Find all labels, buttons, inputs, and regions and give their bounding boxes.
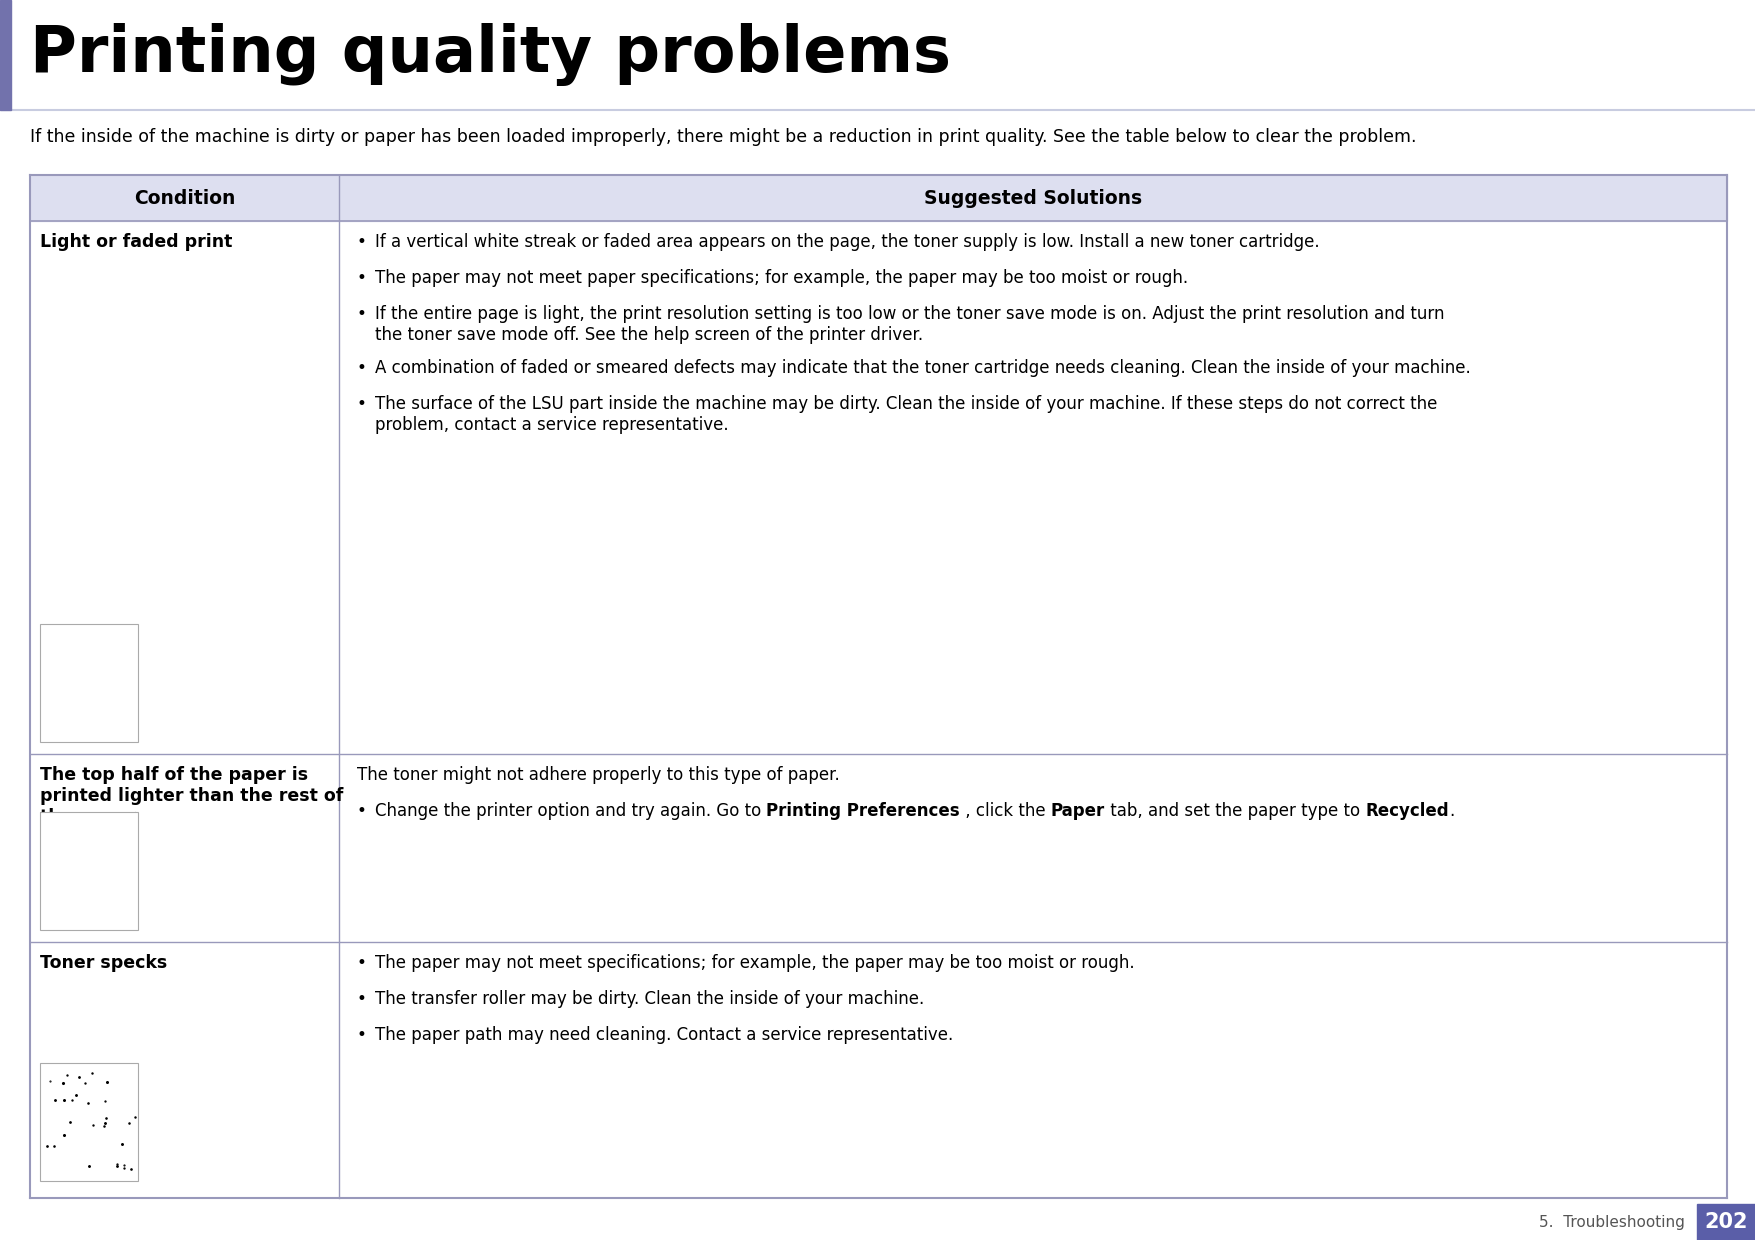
Text: Bb: Bb xyxy=(68,697,88,712)
Text: a: a xyxy=(54,1137,63,1149)
Text: A: A xyxy=(44,1073,54,1087)
Text: The paper may not meet specifications; for example, the paper may be too moist o: The paper may not meet specifications; f… xyxy=(376,954,1134,972)
Bar xyxy=(40,625,139,743)
Text: tab, and set the paper type to: tab, and set the paper type to xyxy=(1106,802,1365,821)
Text: B: B xyxy=(63,1136,79,1151)
Text: Cc: Cc xyxy=(91,676,111,691)
Text: •: • xyxy=(356,802,367,821)
Text: Suggested Solutions: Suggested Solutions xyxy=(923,188,1143,207)
Text: C: C xyxy=(84,1136,100,1151)
Text: B: B xyxy=(63,1115,79,1130)
Text: C: C xyxy=(84,1157,100,1172)
Text: •: • xyxy=(356,269,367,286)
Text: Cc: Cc xyxy=(91,718,111,733)
Text: Aa: Aa xyxy=(46,718,65,733)
Text: The paper path may need cleaning. Contact a service representative.: The paper path may need cleaning. Contac… xyxy=(376,1025,953,1044)
Text: a: a xyxy=(54,1073,63,1086)
Text: Aa: Aa xyxy=(46,634,65,649)
Text: C: C xyxy=(84,1094,100,1109)
Text: Change the printer option and try again. Go to: Change the printer option and try again.… xyxy=(376,802,767,821)
Text: Bb: Bb xyxy=(68,655,88,670)
Text: c: c xyxy=(97,1095,104,1107)
Text: Cc: Cc xyxy=(91,655,111,670)
Text: Aa: Aa xyxy=(46,697,65,712)
Text: A: A xyxy=(44,1115,54,1130)
Text: AaBbCc: AaBbCc xyxy=(46,884,104,900)
Bar xyxy=(40,812,139,930)
Text: Light or faded print: Light or faded print xyxy=(40,233,232,250)
Text: Bb: Bb xyxy=(68,676,88,691)
Bar xyxy=(0,0,11,110)
Text: C: C xyxy=(84,1115,100,1130)
Text: •: • xyxy=(356,1025,367,1044)
Text: Printing Preferences: Printing Preferences xyxy=(767,802,960,821)
Text: Aa: Aa xyxy=(46,655,65,670)
Text: The surface of the LSU part inside the machine may be dirty. Clean the inside of: The surface of the LSU part inside the m… xyxy=(376,396,1437,434)
Text: Bb: Bb xyxy=(68,634,88,649)
Text: C: C xyxy=(84,1073,100,1087)
Text: b: b xyxy=(75,1073,82,1086)
Text: •: • xyxy=(356,954,367,972)
Text: a: a xyxy=(54,1116,63,1128)
Text: , click the: , click the xyxy=(960,802,1051,821)
Text: AaBbCc: AaBbCc xyxy=(46,863,104,878)
Text: A: A xyxy=(44,1136,54,1151)
Text: Toner specks: Toner specks xyxy=(40,954,167,972)
Text: A combination of faded or smeared defects may indicate that the toner cartridge : A combination of faded or smeared defect… xyxy=(376,360,1471,377)
Text: Condition: Condition xyxy=(133,188,235,207)
Text: b: b xyxy=(75,1095,82,1107)
Text: The transfer roller may be dirty. Clean the inside of your machine.: The transfer roller may be dirty. Clean … xyxy=(376,990,925,1008)
Bar xyxy=(40,1063,139,1180)
Text: •: • xyxy=(356,305,367,322)
Text: .: . xyxy=(1450,802,1455,821)
Text: If the entire page is light, the print resolution setting is too low or the tone: If the entire page is light, the print r… xyxy=(376,305,1444,343)
Text: Bb: Bb xyxy=(68,718,88,733)
Text: The paper may not meet paper specifications; for example, the paper may be too m: The paper may not meet paper specificati… xyxy=(376,269,1188,286)
Text: c: c xyxy=(97,1116,104,1128)
Text: c: c xyxy=(97,1073,104,1086)
Bar xyxy=(0,1204,1755,1240)
Bar xyxy=(30,175,1727,221)
Text: If a vertical white streak or faded area appears on the page, the toner supply i: If a vertical white streak or faded area… xyxy=(376,233,1320,250)
Text: AaBbCc: AaBbCc xyxy=(46,842,104,857)
Text: A: A xyxy=(44,1094,54,1109)
Text: Aa: Aa xyxy=(46,676,65,691)
Text: c: c xyxy=(97,1158,104,1171)
Text: a: a xyxy=(54,1158,63,1171)
Text: Cc: Cc xyxy=(91,634,111,649)
Text: b: b xyxy=(75,1158,82,1171)
Text: b: b xyxy=(75,1137,82,1149)
Text: B: B xyxy=(63,1073,79,1087)
Text: c: c xyxy=(97,1137,104,1149)
Text: b: b xyxy=(75,1116,82,1128)
Text: Paper: Paper xyxy=(1051,802,1106,821)
Text: •: • xyxy=(356,990,367,1008)
Text: Cc: Cc xyxy=(91,697,111,712)
Text: The top half of the paper is
printed lighter than the rest of
the paper: The top half of the paper is printed lig… xyxy=(40,766,344,826)
Text: •: • xyxy=(356,233,367,250)
Text: The toner might not adhere properly to this type of paper.: The toner might not adhere properly to t… xyxy=(356,766,839,785)
Text: a: a xyxy=(54,1095,63,1107)
Text: Recycled: Recycled xyxy=(1365,802,1450,821)
Text: Printing quality problems: Printing quality problems xyxy=(30,24,951,87)
Text: 5.  Troubleshooting: 5. Troubleshooting xyxy=(1539,1214,1685,1230)
Text: A: A xyxy=(44,1157,54,1172)
Text: 202: 202 xyxy=(1704,1211,1748,1233)
Text: AaBbCc: AaBbCc xyxy=(46,821,104,836)
Text: B: B xyxy=(63,1157,79,1172)
Text: B: B xyxy=(63,1094,79,1109)
Text: AaBbCc: AaBbCc xyxy=(46,906,104,921)
Text: •: • xyxy=(356,396,367,413)
Text: If the inside of the machine is dirty or paper has been loaded improperly, there: If the inside of the machine is dirty or… xyxy=(30,128,1416,146)
Text: •: • xyxy=(356,360,367,377)
Bar xyxy=(1697,1204,1755,1240)
